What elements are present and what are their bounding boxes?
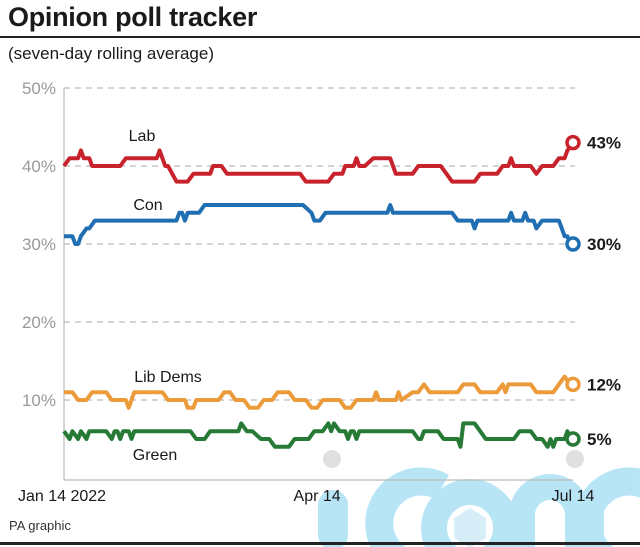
x-tick-label: Jan 14 2022 xyxy=(18,488,106,505)
source-credit: PA graphic xyxy=(9,518,71,533)
chart-subtitle: (seven-day rolling average) xyxy=(8,44,214,63)
series-line-lib-dems xyxy=(64,374,573,410)
title-divider xyxy=(0,36,640,38)
series-line-con xyxy=(64,203,573,246)
series-line-green xyxy=(62,421,573,449)
watermark-letter-c2 xyxy=(573,467,640,547)
watermark-dot-1 xyxy=(323,450,341,468)
watermark-letter-i xyxy=(318,490,348,547)
series-labels: 43% Lab 30% Con 12% Lib Dems 5% Green xyxy=(129,128,621,464)
watermark-hexagon xyxy=(454,508,486,547)
x-tick-label: Apr 14 xyxy=(294,488,341,505)
y-axis-ticks: 10% 20% 30% 40% 50% xyxy=(22,79,56,410)
end-value-label-lab: 43% xyxy=(587,134,621,153)
y-tick-label: 20% xyxy=(22,313,56,332)
end-marker-lab xyxy=(565,134,581,151)
iconic-watermark xyxy=(318,450,640,547)
series-name-green: Green xyxy=(133,447,177,464)
end-value-label-con: 30% xyxy=(587,235,621,254)
x-tick-label: Jul 14 xyxy=(552,488,595,505)
end-value-label-green: 5% xyxy=(587,430,612,449)
chart-title: Opinion poll tracker xyxy=(8,2,258,32)
end-marker-lib-dems xyxy=(565,376,581,393)
footer-divider xyxy=(0,542,640,545)
series-name-lib-dems: Lib Dems xyxy=(134,369,202,386)
end-marker-green xyxy=(565,431,581,447)
series-line-lab xyxy=(62,141,575,184)
watermark-letter-o xyxy=(421,479,519,547)
series-name-con: Con xyxy=(133,197,162,214)
y-tick-label: 30% xyxy=(22,235,56,254)
x-axis-ticks: Jan 14 2022 Apr 14 Jul 14 xyxy=(18,488,594,505)
series-lines xyxy=(62,134,581,449)
series-name-lab: Lab xyxy=(129,128,156,145)
gridlines xyxy=(64,87,575,401)
y-tick-label: 40% xyxy=(22,157,56,176)
watermark-dot-2 xyxy=(566,450,584,468)
end-value-label-lib-dems: 12% xyxy=(587,375,621,394)
y-tick-label: 50% xyxy=(22,79,56,98)
end-marker-con xyxy=(565,236,581,252)
watermark-letter-c xyxy=(365,467,449,547)
y-tick-label: 10% xyxy=(22,391,56,410)
